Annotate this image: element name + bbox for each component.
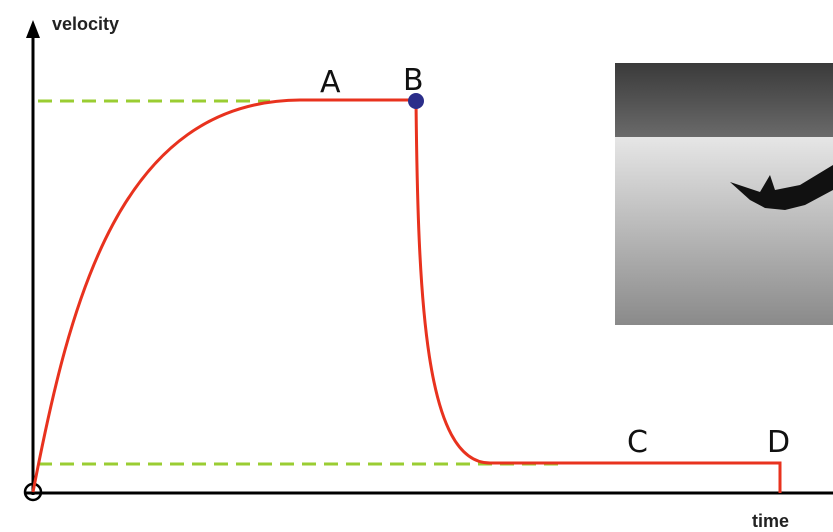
point-label: C	[627, 425, 648, 460]
x-axis-label: time	[752, 511, 789, 531]
y-arrow	[26, 20, 40, 38]
skydiver-photo	[615, 63, 833, 325]
axes	[23, 32, 833, 502]
guides	[38, 99, 560, 466]
point-b-dot	[408, 93, 424, 109]
velocity-curve	[31, 98, 782, 493]
point-label: B	[403, 63, 424, 98]
y-axis-label: velocity	[52, 14, 119, 34]
point-label: D	[767, 425, 790, 460]
point-label: A	[320, 65, 341, 100]
